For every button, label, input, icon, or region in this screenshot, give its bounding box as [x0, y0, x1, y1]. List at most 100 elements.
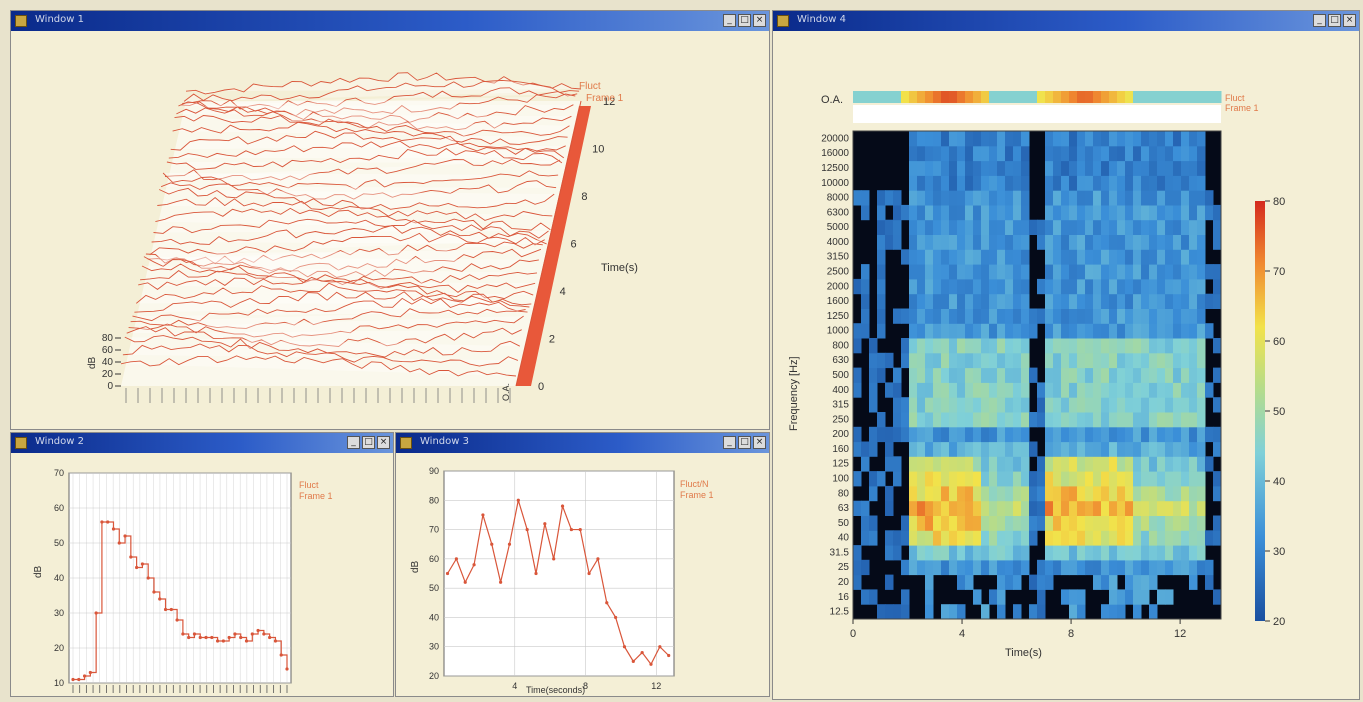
spectrogram-cell: [1133, 278, 1142, 295]
oa-cell: [917, 91, 926, 103]
z-tick-label: 40: [102, 357, 114, 368]
spectrogram-cell: [885, 234, 894, 250]
waterfall-slice: [143, 256, 539, 278]
waterfall-slice: [124, 335, 521, 358]
spectrogram-cell: [1197, 175, 1206, 191]
spectrogram-cell: [1045, 367, 1054, 383]
maximize-button[interactable]: □: [1328, 14, 1341, 27]
spectrogram-cell: [1093, 456, 1102, 472]
spectrogram-cell: [973, 559, 982, 576]
spectrogram-cell: [1173, 559, 1182, 576]
data-point: [250, 632, 254, 636]
spectrogram-cell: [1165, 293, 1174, 309]
spectrogram-cell: [981, 352, 990, 369]
spectrogram-cell: [1133, 323, 1142, 339]
spectrogram-cell: [957, 131, 966, 147]
spectrogram-cell: [1141, 456, 1150, 472]
close-button[interactable]: ×: [1343, 14, 1356, 27]
window-title: Window 4: [797, 14, 846, 25]
spectrogram-cell: [925, 412, 934, 428]
spectrogram-cell: [1029, 500, 1038, 516]
spectrogram-cell: [941, 278, 950, 295]
oa-cell: [1013, 91, 1022, 103]
spectrogram-cell: [1117, 397, 1126, 413]
spectrogram-cell: [1085, 382, 1094, 398]
close-button[interactable]: ×: [377, 436, 390, 449]
spectrogram-cell: [1045, 219, 1054, 235]
spectrogram-cell: [965, 515, 974, 531]
spectrogram-cell: [973, 323, 982, 339]
spectrogram-cell: [1109, 293, 1118, 309]
spectrogram-cell: [1109, 308, 1118, 324]
window-titlebar[interactable]: Window 4 _ □ ×: [773, 11, 1359, 31]
frequency-tick-label: 160: [832, 444, 849, 455]
spectrogram-cell: [1093, 574, 1102, 590]
series-line: [447, 500, 670, 666]
spectrogram-cell: [981, 190, 990, 206]
spectrogram-cell: [1077, 604, 1086, 620]
oa-cell: [973, 91, 982, 103]
z-axis-label: dB: [87, 356, 98, 369]
data-point: [640, 650, 644, 655]
minimize-button[interactable]: _: [347, 436, 360, 449]
maximize-button[interactable]: □: [362, 436, 375, 449]
spectrogram-cell: [1149, 204, 1158, 221]
minimize-button[interactable]: _: [723, 14, 736, 27]
spectrogram-cell: [1197, 352, 1206, 369]
window-titlebar[interactable]: Window 2 _ □ ×: [11, 433, 393, 453]
spectrogram-cell: [1157, 338, 1166, 354]
spectrogram-cell: [909, 204, 918, 221]
spectrogram-cell: [1197, 234, 1206, 250]
spectrogram-cell: [1013, 604, 1022, 620]
minimize-button[interactable]: _: [723, 436, 736, 449]
spectrogram-cell: [1021, 293, 1030, 309]
spectrogram-cell: [1053, 293, 1062, 309]
close-button[interactable]: ×: [753, 14, 766, 27]
spectrogram-cell: [1181, 204, 1190, 221]
frequency-tick-label: 800: [832, 340, 849, 351]
spectrogram-cell: [1157, 559, 1166, 576]
spectrogram-cell: [957, 204, 966, 221]
spectrogram-cell: [1165, 338, 1174, 354]
spectrogram-cell: [1101, 397, 1110, 413]
spectrogram-cell: [917, 352, 926, 369]
maximize-button[interactable]: □: [738, 14, 751, 27]
spectrogram-cell: [1157, 293, 1166, 309]
spectrogram-cell: [1037, 515, 1046, 531]
spectrogram-cell: [1165, 530, 1174, 546]
spectrogram-cell: [1005, 426, 1014, 443]
spectrogram-cell: [1101, 515, 1110, 531]
time-tick-label: 4: [560, 286, 566, 298]
window-titlebar[interactable]: Window 1 _ □ ×: [11, 11, 769, 31]
spectrogram-cell: [1157, 545, 1166, 561]
spectrogram-cell: [1189, 352, 1198, 369]
spectrogram-cell: [1125, 323, 1134, 339]
spectrogram-cell: [1189, 308, 1198, 324]
spectrogram-cell: [917, 426, 926, 443]
spectrogram-cell: [981, 204, 990, 221]
maximize-button[interactable]: □: [738, 436, 751, 449]
spectrogram-cell: [949, 249, 958, 265]
window-titlebar[interactable]: Window 3 _ □ ×: [396, 433, 769, 453]
spectrogram-cell: [885, 574, 894, 590]
spectrogram-cell: [1109, 397, 1118, 413]
spectrogram-cell: [853, 367, 862, 383]
spectrogram-cell: [1205, 204, 1214, 221]
spectrogram-cell: [965, 352, 974, 369]
x-tick-label: 8: [583, 681, 588, 691]
minimize-button[interactable]: _: [1313, 14, 1326, 27]
close-button[interactable]: ×: [753, 436, 766, 449]
spectrogram-cell: [933, 471, 942, 487]
spectrogram-cell: [941, 190, 950, 206]
data-point: [140, 562, 145, 566]
spectrogram-cell: [1013, 515, 1022, 531]
spectrogram-cell: [1133, 545, 1142, 561]
spectrogram-cell: [1157, 131, 1166, 147]
spectrogram-cell: [1093, 530, 1102, 546]
spectrogram-cell: [1069, 308, 1078, 324]
spectrogram-cell: [973, 293, 982, 309]
spectrogram-cell: [949, 426, 958, 443]
spectrogram-cell: [1109, 264, 1118, 280]
spectrogram-cell: [989, 471, 998, 487]
